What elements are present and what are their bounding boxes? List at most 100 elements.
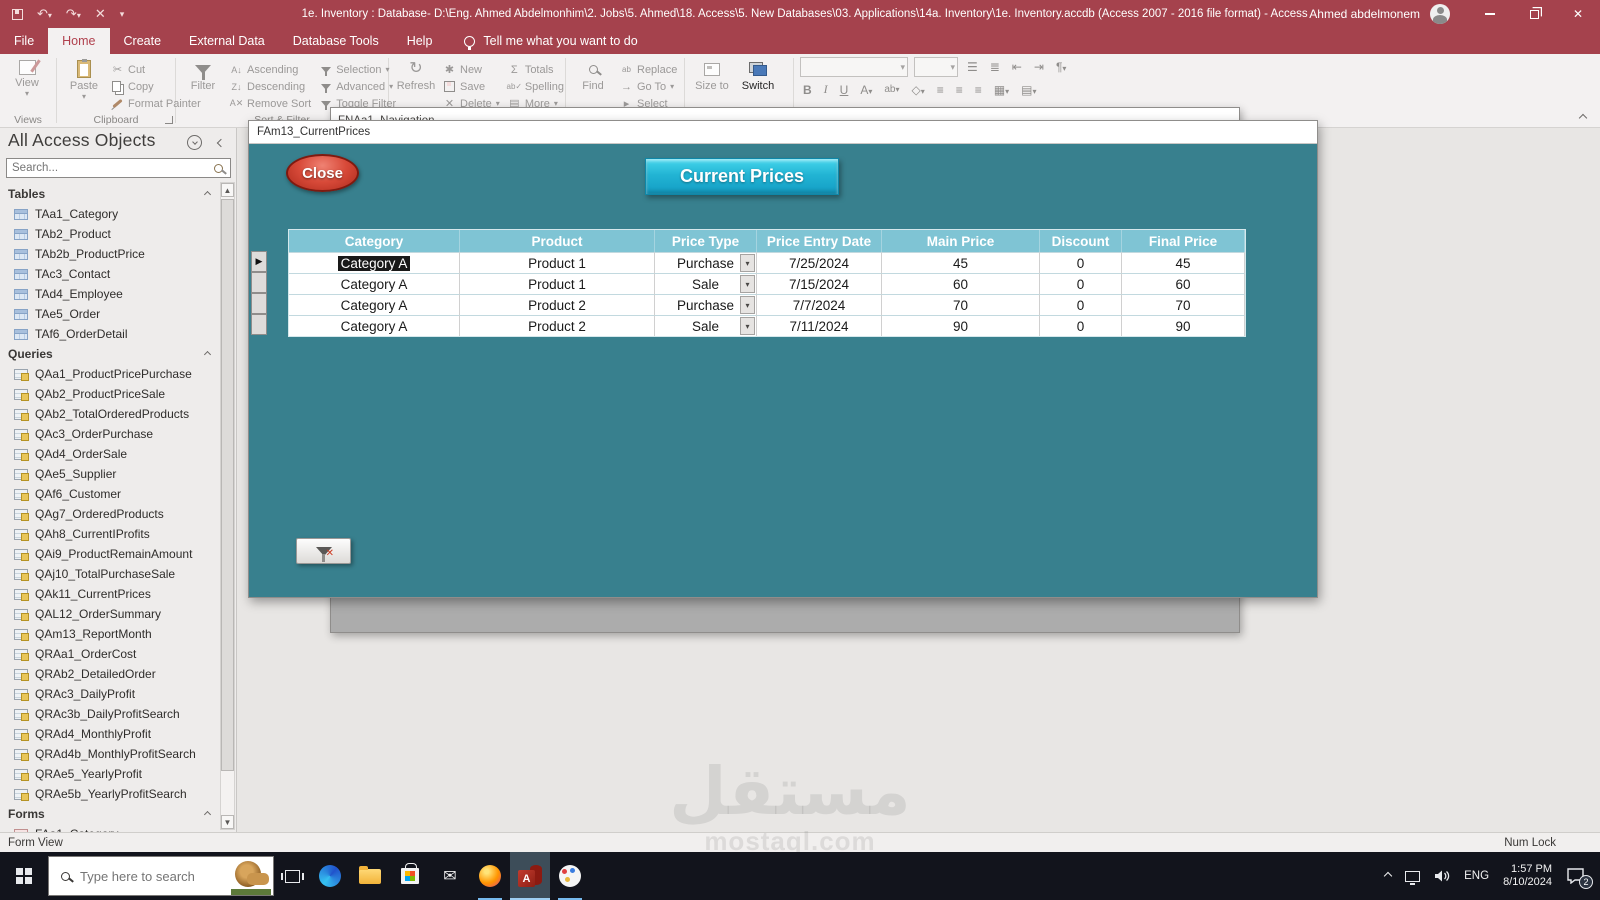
record-selector[interactable] bbox=[251, 272, 267, 293]
nav-scrollbar[interactable]: ▲ ▼ bbox=[220, 182, 235, 830]
column-header[interactable]: Discount bbox=[1040, 230, 1122, 252]
refresh-button[interactable]: ↻ Refresh bbox=[396, 60, 436, 92]
final-price-cell[interactable]: 45 bbox=[1122, 252, 1245, 273]
task-view-button[interactable] bbox=[274, 852, 310, 900]
fill-color-button[interactable]: ◇▾ bbox=[911, 82, 925, 97]
category-cell[interactable]: Category A bbox=[289, 294, 460, 315]
nav-item-query[interactable]: QAL12_OrderSummary bbox=[0, 604, 220, 624]
discount-cell[interactable]: 0 bbox=[1040, 315, 1122, 336]
align-left-icon[interactable]: ≡ bbox=[936, 82, 944, 97]
nav-item-query[interactable]: QAc3_OrderPurchase bbox=[0, 424, 220, 444]
category-cell[interactable]: Category A bbox=[289, 315, 460, 336]
user-name[interactable]: Ahmed abdelmonem bbox=[1309, 7, 1420, 21]
collapse-ribbon-icon[interactable] bbox=[1578, 113, 1588, 123]
taskbar-app-firefox[interactable] bbox=[470, 852, 510, 900]
toggle-filter-button[interactable]: Toggle Filter bbox=[317, 95, 398, 112]
find-button[interactable]: Find bbox=[572, 57, 614, 95]
nav-item-query[interactable]: QAk11_CurrentPrices bbox=[0, 584, 220, 604]
nav-item-query[interactable]: QRAc3_DailyProfit bbox=[0, 684, 220, 704]
scroll-up-icon[interactable]: ▲ bbox=[221, 183, 234, 197]
remove-filter-button[interactable]: ✕ bbox=[296, 538, 351, 564]
product-cell[interactable]: Product 1 bbox=[460, 252, 655, 273]
price-type-dropdown-icon[interactable]: ▾ bbox=[740, 317, 755, 335]
taskbar-app-edge[interactable] bbox=[310, 852, 350, 900]
descending-button[interactable]: Z↓ Descending bbox=[231, 80, 306, 93]
forms-section-header[interactable]: Forms bbox=[0, 804, 220, 824]
nav-item-form[interactable]: FAa1_Category bbox=[0, 824, 220, 832]
align-center-icon[interactable]: ≡ bbox=[955, 82, 963, 97]
highlight-color-button[interactable]: ab▾ bbox=[884, 84, 900, 95]
nav-item-query[interactable]: QAi9_ProductRemainAmount bbox=[0, 544, 220, 564]
totals-button[interactable]: Σ Totals bbox=[506, 61, 566, 78]
price-entry-date-cell[interactable]: 7/25/2024 bbox=[757, 252, 882, 273]
taskbar-app-file-explorer[interactable] bbox=[350, 852, 390, 900]
category-cell[interactable]: Category A bbox=[289, 273, 460, 294]
final-price-cell[interactable]: 90 bbox=[1122, 315, 1245, 336]
align-right-icon[interactable]: ≡ bbox=[974, 82, 982, 97]
discount-cell[interactable]: 0 bbox=[1040, 294, 1122, 315]
paragraph-direction-icon[interactable]: ¶▾ bbox=[1055, 60, 1067, 74]
select-button[interactable]: ▸ Select bbox=[618, 95, 679, 112]
underline-button[interactable]: U bbox=[839, 82, 849, 97]
clipboard-dialog-launcher-icon[interactable] bbox=[165, 116, 173, 124]
font-name-combobox[interactable]: ▾ bbox=[800, 57, 908, 77]
record-selector[interactable]: ▶ bbox=[251, 251, 267, 272]
column-header[interactable]: Final Price bbox=[1122, 230, 1245, 252]
price-type-dropdown-icon[interactable]: ▾ bbox=[740, 254, 755, 272]
nav-item-query[interactable]: QAe5_Supplier bbox=[0, 464, 220, 484]
ascending-button[interactable]: A↓ Ascending bbox=[231, 63, 299, 76]
nav-item-query[interactable]: QAg7_OrderedProducts bbox=[0, 504, 220, 524]
nav-item-query[interactable]: QRAc3b_DailyProfitSearch bbox=[0, 704, 220, 724]
main-price-cell[interactable]: 60 bbox=[882, 273, 1040, 294]
format-painter-button[interactable]: Format Painter bbox=[109, 95, 203, 112]
nav-item-table[interactable]: TAb2_Product bbox=[0, 224, 220, 244]
taskbar-app-mail[interactable]: ✉ bbox=[430, 852, 470, 900]
more-button[interactable]: ▤ More ▾ bbox=[509, 97, 558, 111]
language-indicator[interactable]: ENG bbox=[1464, 870, 1490, 882]
bullet-list-icon[interactable]: ☰ bbox=[967, 60, 978, 74]
main-price-cell[interactable]: 90 bbox=[882, 315, 1040, 336]
scroll-down-icon[interactable]: ▼ bbox=[221, 815, 234, 829]
product-cell[interactable]: Product 1 bbox=[460, 273, 655, 294]
restore-button[interactable] bbox=[1512, 0, 1556, 28]
nav-menu-icon[interactable] bbox=[187, 135, 202, 150]
gridlines-button[interactable]: ▦▾ bbox=[993, 82, 1010, 97]
current-prices-form-titlebar[interactable]: FAm13_CurrentPrices bbox=[249, 121, 1317, 144]
start-button[interactable] bbox=[0, 852, 48, 900]
show-hidden-icons-icon[interactable] bbox=[1383, 871, 1393, 881]
price-entry-date-cell[interactable]: 7/11/2024 bbox=[757, 315, 882, 336]
nav-item-query[interactable]: QAa1_ProductPricePurchase bbox=[0, 364, 220, 384]
record-selector[interactable] bbox=[251, 314, 267, 335]
remove-sort-button[interactable]: A✕ Remove Sort bbox=[229, 97, 312, 110]
nav-item-query[interactable]: QAj10_TotalPurchaseSale bbox=[0, 564, 220, 584]
product-cell[interactable]: Product 2 bbox=[460, 294, 655, 315]
column-header[interactable]: Main Price bbox=[882, 230, 1040, 252]
advanced-button[interactable]: Advanced ▾ bbox=[317, 78, 398, 95]
undo-icon[interactable]: ↶▾ bbox=[37, 6, 52, 21]
nav-item-table[interactable]: TAe5_Order bbox=[0, 304, 220, 324]
go-to-button[interactable]: → Go To ▾ bbox=[621, 80, 675, 93]
customize-toolbar-icon[interactable]: ▾ bbox=[119, 8, 125, 19]
price-entry-date-cell[interactable]: 7/15/2024 bbox=[757, 273, 882, 294]
record-selector[interactable] bbox=[251, 293, 267, 314]
delete-record-button[interactable]: ✕ Delete ▾ bbox=[444, 97, 500, 111]
nav-item-table[interactable]: TAc3_Contact bbox=[0, 264, 220, 284]
scrollbar-thumb[interactable] bbox=[221, 199, 234, 771]
form-close-button[interactable]: Close bbox=[286, 154, 359, 192]
nav-item-query[interactable]: QRAe5_YearlyProfit bbox=[0, 764, 220, 784]
paste-button[interactable]: Paste ▾ bbox=[63, 57, 105, 104]
numbered-list-icon[interactable]: ≣ bbox=[989, 60, 1000, 74]
action-center-button[interactable]: 2 bbox=[1566, 867, 1593, 889]
decrease-indent-icon[interactable]: ⇤ bbox=[1011, 60, 1022, 74]
price-type-cell[interactable]: Purchase ▾ bbox=[655, 252, 757, 273]
volume-icon[interactable] bbox=[1434, 869, 1450, 883]
replace-button[interactable]: ab Replace bbox=[618, 61, 679, 78]
price-entry-date-cell[interactable]: 7/7/2024 bbox=[757, 294, 882, 315]
nav-search-input[interactable] bbox=[7, 162, 214, 174]
tab-create[interactable]: Create bbox=[123, 34, 162, 48]
nav-item-query[interactable]: QAd4_OrderSale bbox=[0, 444, 220, 464]
nav-item-query[interactable]: QAb2_TotalOrderedProducts bbox=[0, 404, 220, 424]
tab-database-tools[interactable]: Database Tools bbox=[292, 34, 379, 48]
nav-item-query[interactable]: QAh8_CurrentIProfits bbox=[0, 524, 220, 544]
shutter-bar-close-icon[interactable] bbox=[216, 138, 226, 147]
